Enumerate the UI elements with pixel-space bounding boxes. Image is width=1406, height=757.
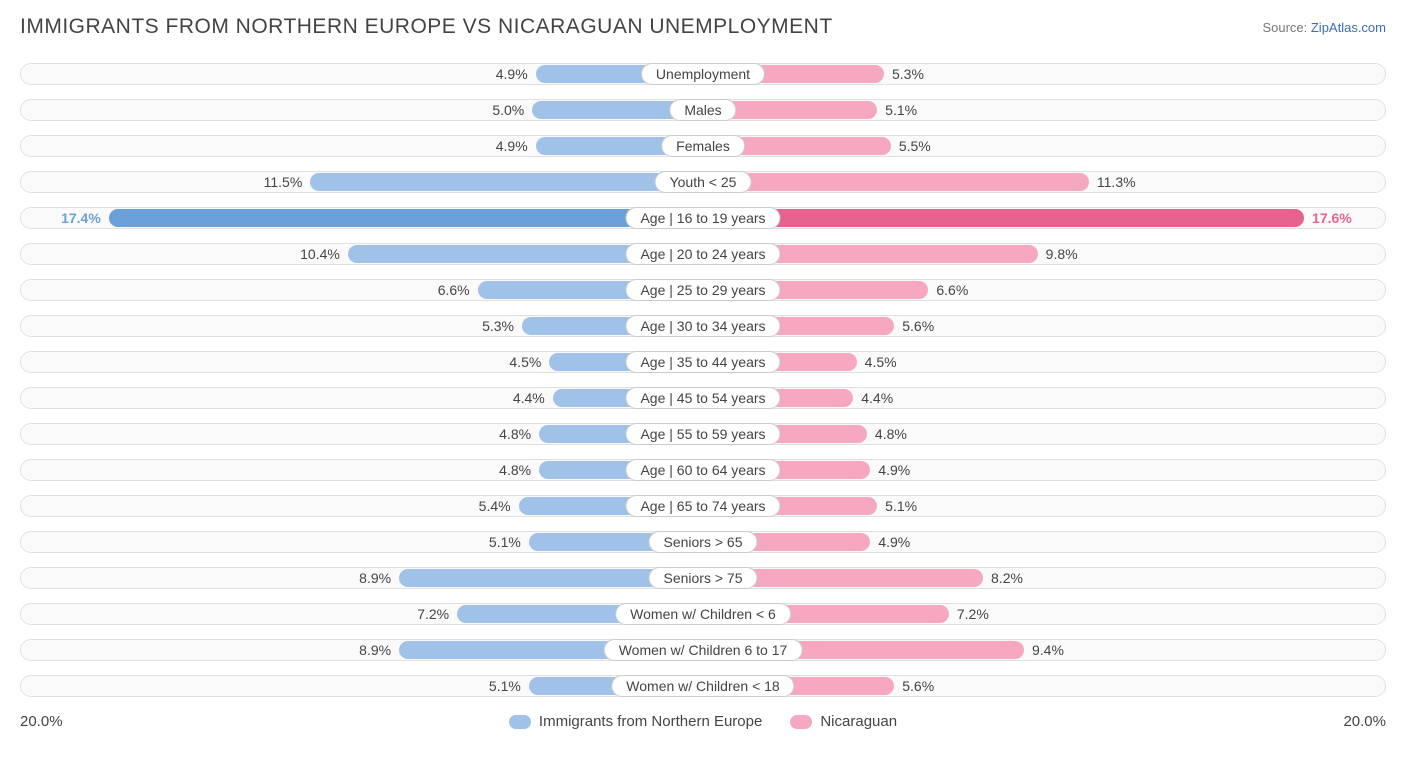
chart-row: 10.4% 9.8% Age | 20 to 24 years — [20, 237, 1386, 271]
value-label-right: 6.6% — [936, 280, 968, 300]
value-label-right: 5.3% — [892, 64, 924, 84]
value-label-right: 4.5% — [865, 352, 897, 372]
chart-row: 5.1% 5.6% Women w/ Children < 18 — [20, 669, 1386, 703]
category-label: Age | 20 to 24 years — [625, 243, 780, 265]
value-label-right: 5.6% — [902, 316, 934, 336]
chart-row: 4.4% 4.4% Age | 45 to 54 years — [20, 381, 1386, 415]
value-label-left: 7.2% — [417, 604, 449, 624]
source-link[interactable]: ZipAtlas.com — [1311, 20, 1386, 35]
value-label-right: 4.8% — [875, 424, 907, 444]
chart-row: 4.8% 4.9% Age | 60 to 64 years — [20, 453, 1386, 487]
chart-header: IMMIGRANTS FROM NORTHERN EUROPE VS NICAR… — [20, 15, 1386, 39]
legend-item-right: Nicaraguan — [790, 713, 897, 730]
chart-row: 8.9% 8.2% Seniors > 75 — [20, 561, 1386, 595]
value-label-right: 17.6% — [1312, 208, 1352, 228]
value-label-left: 8.9% — [359, 640, 391, 660]
chart-row: 17.4% 17.6% Age | 16 to 19 years — [20, 201, 1386, 235]
value-label-right: 8.2% — [991, 568, 1023, 588]
chart-row: 11.5% 11.3% Youth < 25 — [20, 165, 1386, 199]
category-label: Females — [661, 135, 745, 157]
value-label-right: 4.9% — [878, 460, 910, 480]
chart-row: 4.9% 5.3% Unemployment — [20, 57, 1386, 91]
category-label: Seniors > 75 — [649, 567, 758, 589]
value-label-left: 5.3% — [482, 316, 514, 336]
chart-row: 5.1% 4.9% Seniors > 65 — [20, 525, 1386, 559]
bar-right — [703, 173, 1089, 191]
diverging-bar-chart: 4.9% 5.3% Unemployment 5.0% 5.1% Males 4.9% 5.5… — [20, 57, 1386, 703]
value-label-right: 5.5% — [899, 136, 931, 156]
value-label-left: 5.1% — [489, 532, 521, 552]
chart-row: 4.9% 5.5% Females — [20, 129, 1386, 163]
legend-label-right: Nicaraguan — [820, 713, 897, 730]
chart-row: 4.5% 4.5% Age | 35 to 44 years — [20, 345, 1386, 379]
value-label-left: 10.4% — [300, 244, 340, 264]
value-label-left: 5.1% — [489, 676, 521, 696]
bar-left — [109, 209, 703, 227]
value-label-right: 4.4% — [861, 388, 893, 408]
bar-right — [703, 209, 1304, 227]
value-label-left: 8.9% — [359, 568, 391, 588]
category-label: Age | 25 to 29 years — [625, 279, 780, 301]
chart-row: 4.8% 4.8% Age | 55 to 59 years — [20, 417, 1386, 451]
category-label: Youth < 25 — [655, 171, 752, 193]
chart-row: 7.2% 7.2% Women w/ Children < 6 — [20, 597, 1386, 631]
value-label-right: 9.8% — [1046, 244, 1078, 264]
category-label: Age | 16 to 19 years — [625, 207, 780, 229]
category-label: Women w/ Children < 6 — [615, 603, 791, 625]
value-label-left: 4.8% — [499, 424, 531, 444]
value-label-left: 4.9% — [496, 136, 528, 156]
value-label-left: 4.9% — [496, 64, 528, 84]
category-label: Seniors > 65 — [649, 531, 758, 553]
chart-footer: 20.0% Immigrants from Northern Europe Ni… — [20, 713, 1386, 730]
category-label: Age | 55 to 59 years — [625, 423, 780, 445]
chart-row: 8.9% 9.4% Women w/ Children 6 to 17 — [20, 633, 1386, 667]
category-label: Unemployment — [641, 63, 765, 85]
source-attribution: Source: ZipAtlas.com — [1262, 20, 1386, 35]
value-label-right: 9.4% — [1032, 640, 1064, 660]
category-label: Women w/ Children < 18 — [611, 675, 794, 697]
chart-title: IMMIGRANTS FROM NORTHERN EUROPE VS NICAR… — [20, 15, 833, 39]
chart-row: 5.0% 5.1% Males — [20, 93, 1386, 127]
category-label: Age | 35 to 44 years — [625, 351, 780, 373]
category-label: Age | 30 to 34 years — [625, 315, 780, 337]
legend-label-left: Immigrants from Northern Europe — [539, 713, 762, 730]
value-label-left: 4.5% — [509, 352, 541, 372]
value-label-left: 17.4% — [61, 208, 101, 228]
value-label-right: 11.3% — [1097, 172, 1136, 192]
legend-item-left: Immigrants from Northern Europe — [509, 713, 762, 730]
value-label-left: 4.4% — [513, 388, 545, 408]
source-prefix: Source: — [1262, 20, 1310, 35]
value-label-right: 5.6% — [902, 676, 934, 696]
value-label-right: 5.1% — [885, 100, 917, 120]
category-label: Age | 60 to 64 years — [625, 459, 780, 481]
value-label-left: 6.6% — [438, 280, 470, 300]
value-label-left: 4.8% — [499, 460, 531, 480]
legend: Immigrants from Northern Europe Nicaragu… — [100, 713, 1306, 730]
axis-max-right: 20.0% — [1306, 713, 1386, 730]
category-label: Males — [669, 99, 736, 121]
value-label-right: 7.2% — [957, 604, 989, 624]
bar-left — [310, 173, 703, 191]
legend-swatch-left — [509, 715, 531, 729]
axis-max-left: 20.0% — [20, 713, 100, 730]
value-label-left: 11.5% — [264, 172, 303, 192]
chart-row: 5.3% 5.6% Age | 30 to 34 years — [20, 309, 1386, 343]
value-label-left: 5.4% — [479, 496, 511, 516]
value-label-right: 5.1% — [885, 496, 917, 516]
chart-row: 6.6% 6.6% Age | 25 to 29 years — [20, 273, 1386, 307]
category-label: Age | 65 to 74 years — [625, 495, 780, 517]
chart-row: 5.4% 5.1% Age | 65 to 74 years — [20, 489, 1386, 523]
category-label: Age | 45 to 54 years — [625, 387, 780, 409]
value-label-right: 4.9% — [878, 532, 910, 552]
category-label: Women w/ Children 6 to 17 — [604, 639, 803, 661]
legend-swatch-right — [790, 715, 812, 729]
value-label-left: 5.0% — [492, 100, 524, 120]
